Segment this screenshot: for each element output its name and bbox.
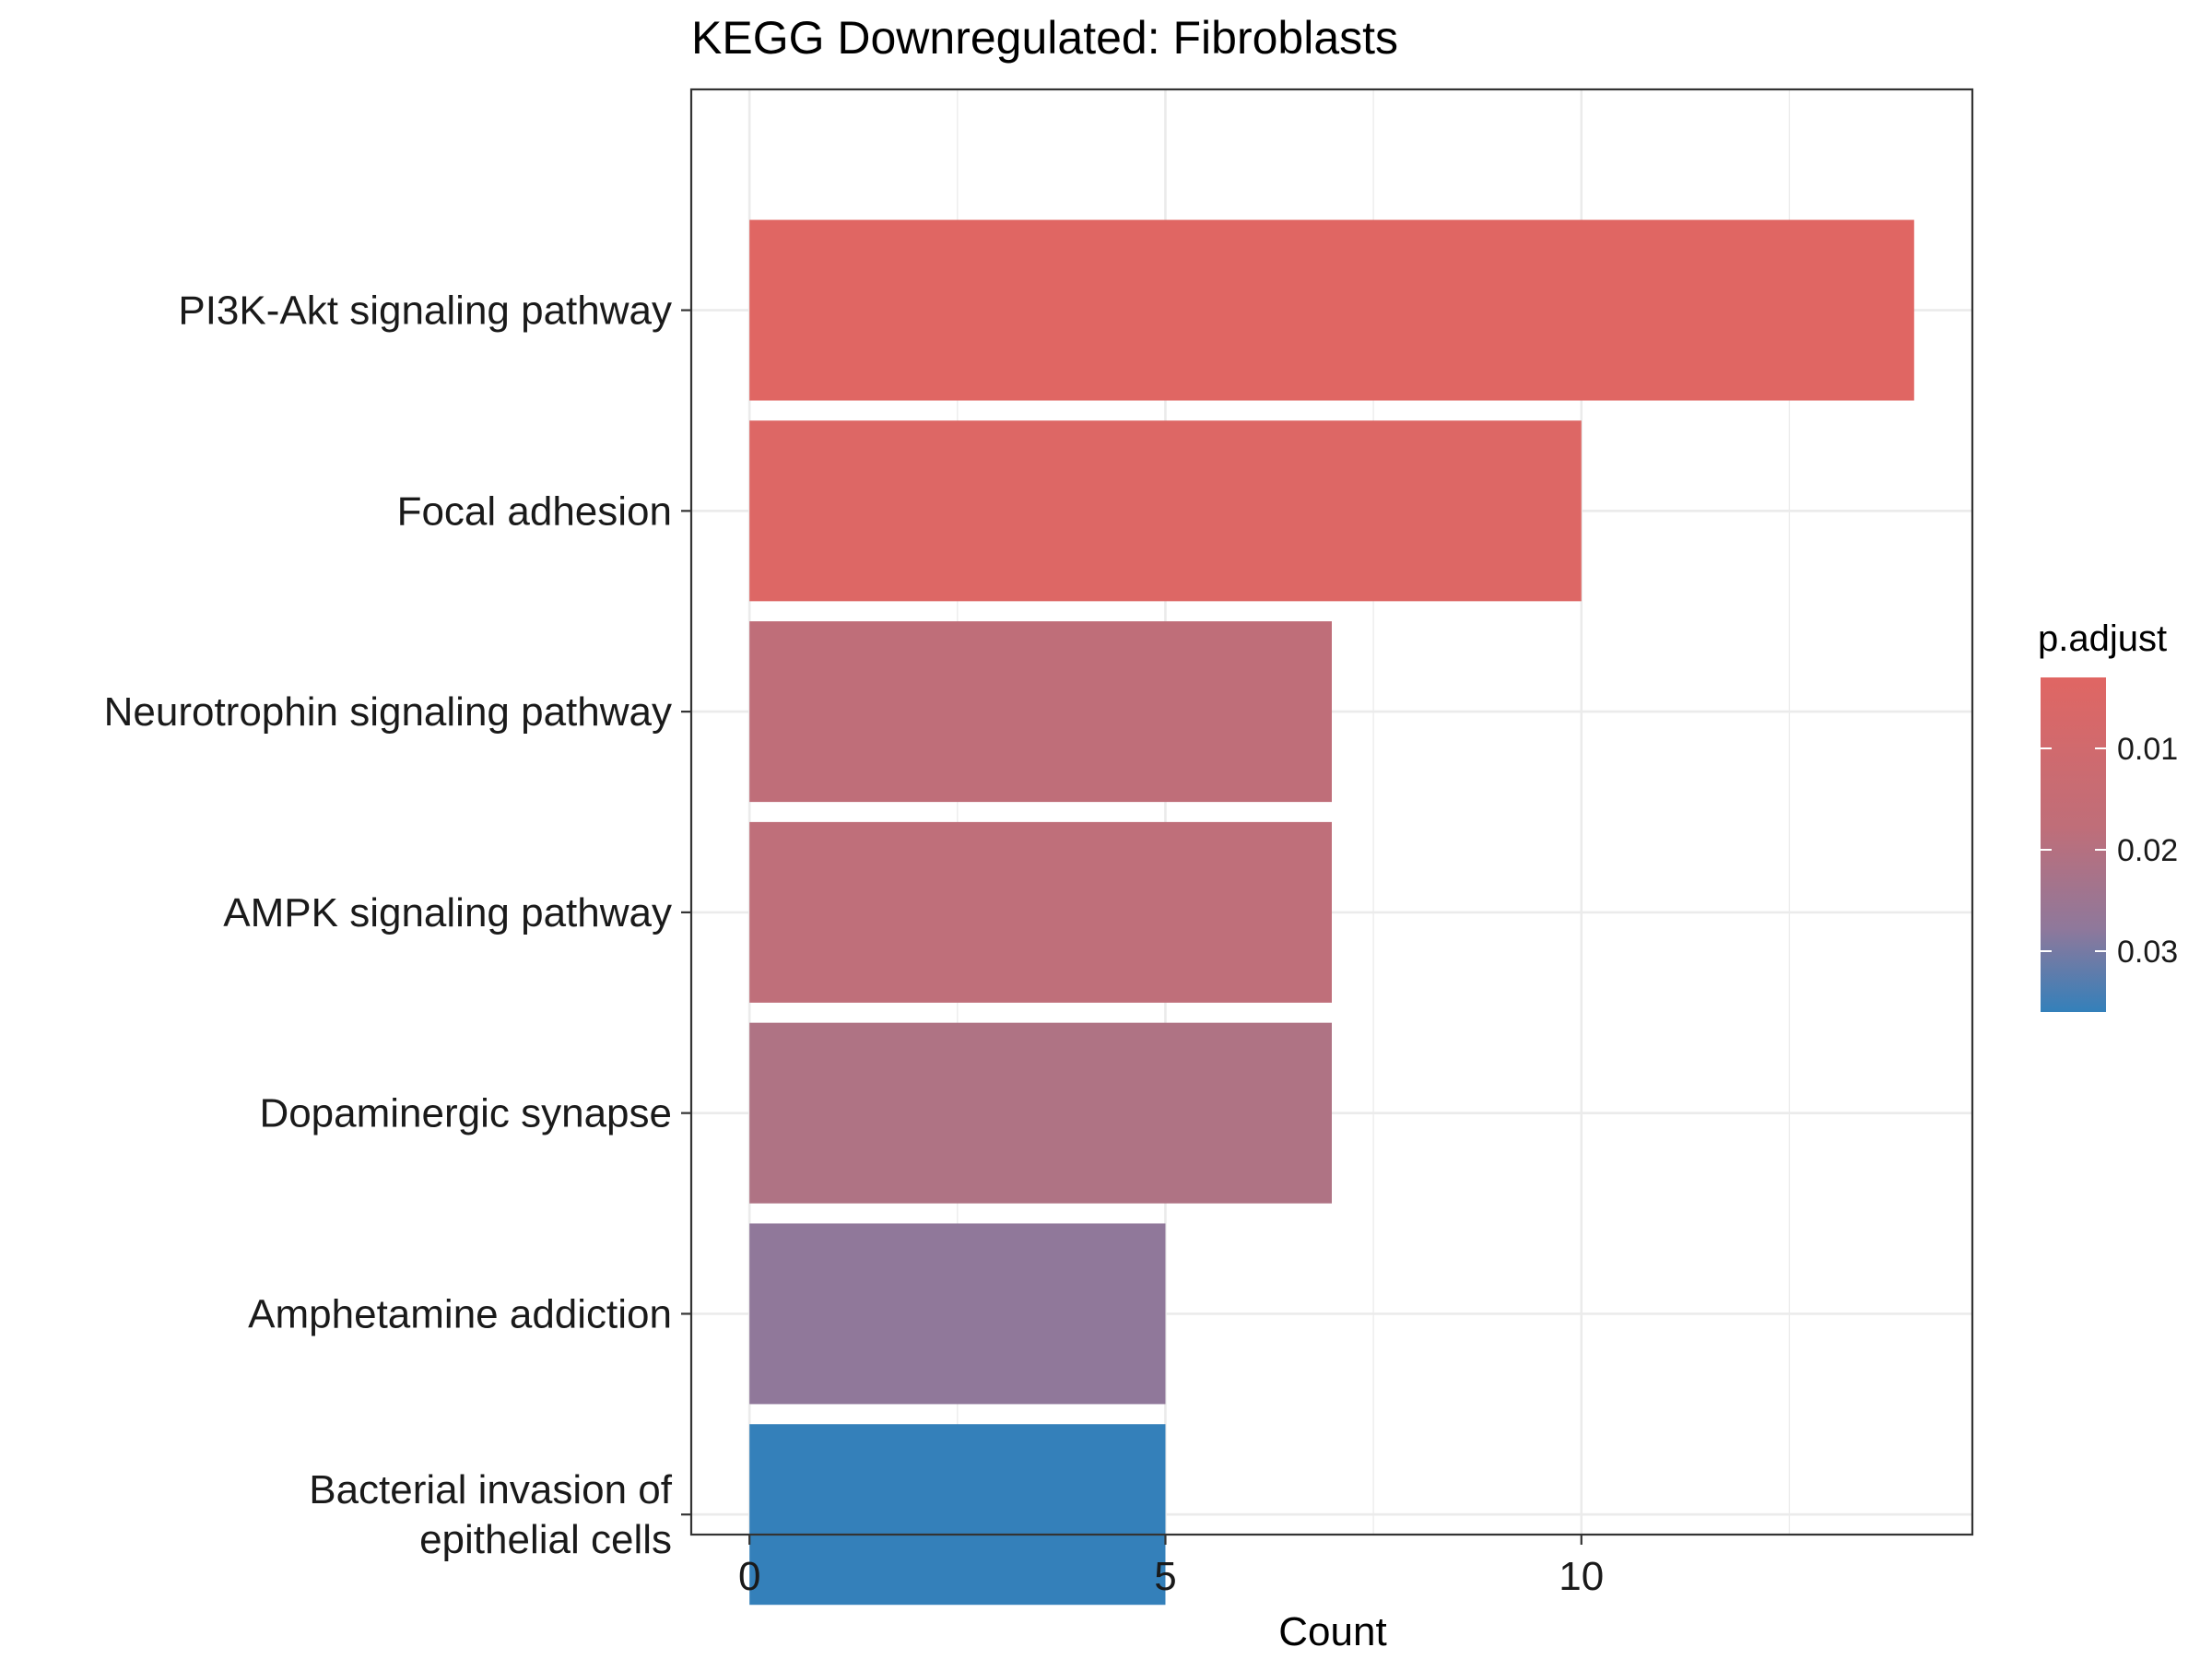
bar	[749, 1022, 1332, 1204]
y-tick-label: Bacterial invasion of epithelial cells	[309, 1467, 673, 1562]
bar	[749, 1223, 1166, 1405]
y-tick-label: Focal adhesion	[397, 488, 672, 534]
y-tick-label: AMPK signaling pathway	[223, 890, 672, 935]
bar	[749, 821, 1332, 1003]
y-axis: PI3K-Akt signaling pathway Focal adhesion…	[104, 288, 691, 1562]
bar	[749, 219, 1914, 401]
legend-colorbar	[2041, 677, 2106, 1012]
x-axis: 0 5 10	[738, 1535, 1604, 1599]
x-tick-label: 0	[738, 1554, 760, 1599]
y-tick-label: Amphetamine addiction	[248, 1291, 672, 1336]
x-axis-label: Count	[1278, 1609, 1386, 1654]
panel-border	[689, 88, 1974, 1536]
bars	[749, 219, 1914, 1606]
legend-tick-label: 0.01	[2117, 732, 2178, 767]
y-tick-label: Dopaminergic synapse	[259, 1091, 672, 1136]
bar	[749, 420, 1582, 602]
y-tick-label: PI3K-Akt signaling pathway	[178, 288, 672, 334]
legend: p.adjust 0.01 0.02 0.03	[2038, 618, 2178, 1012]
bar	[749, 1424, 1166, 1606]
bar	[749, 621, 1332, 803]
y-tick-label: Neurotrophin signaling pathway	[104, 689, 672, 735]
legend-tick-label: 0.02	[2117, 833, 2178, 868]
chart-title: KEGG Downregulated: Fibroblasts	[691, 12, 1398, 64]
legend-title: p.adjust	[2038, 618, 2167, 659]
legend-tick-label: 0.03	[2117, 935, 2178, 970]
x-tick-label: 10	[1559, 1554, 1604, 1599]
x-tick-label: 5	[1154, 1554, 1176, 1599]
